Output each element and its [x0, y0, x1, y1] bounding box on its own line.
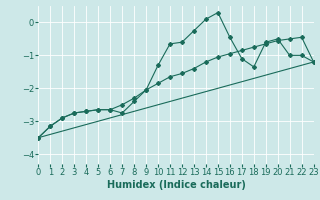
X-axis label: Humidex (Indice chaleur): Humidex (Indice chaleur) [107, 180, 245, 190]
